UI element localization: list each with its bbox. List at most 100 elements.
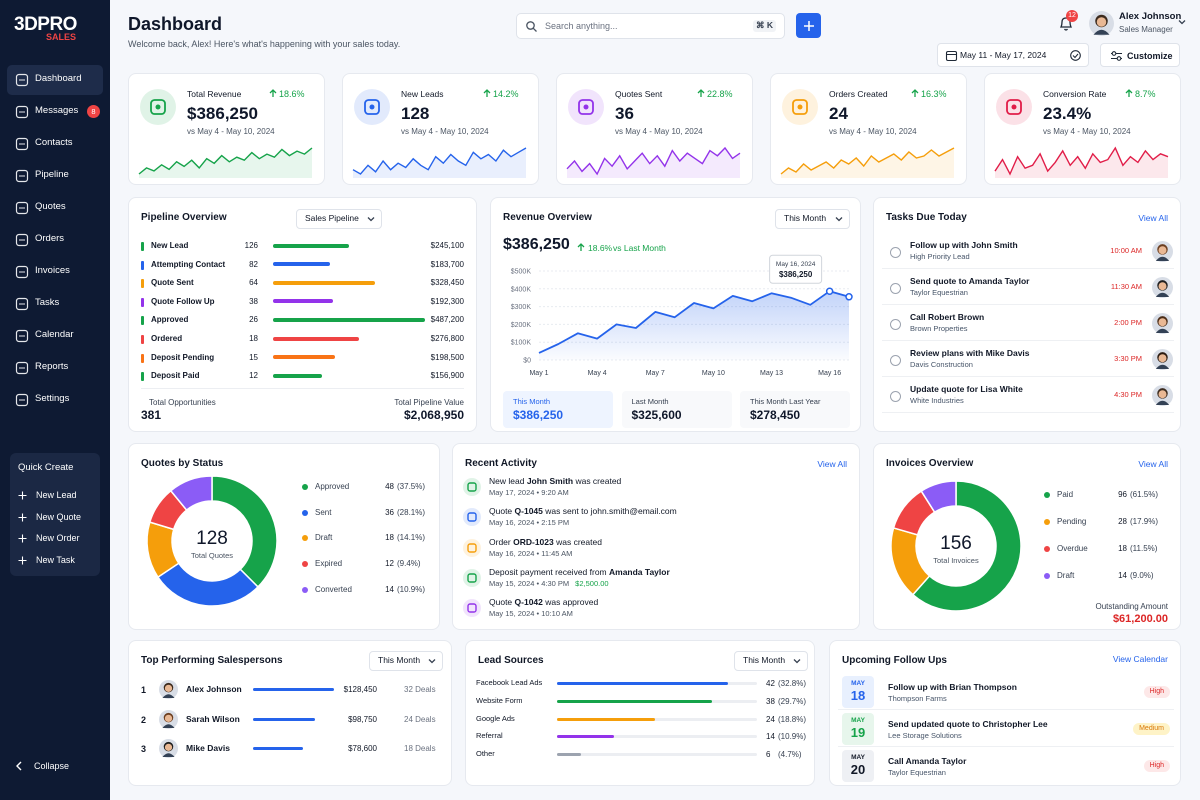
task-row[interactable]: Send quote to Amanda Taylor Taylor Equest… (882, 271, 1174, 305)
kpi-compare: vs May 4 - May 10, 2024 (615, 127, 703, 136)
date-range-picker[interactable]: May 11 - May 17, 2024 (937, 43, 1089, 67)
nav-item[interactable]: Messages 8 (7, 97, 103, 127)
source-count: 42 (766, 679, 775, 688)
link[interactable]: View All (817, 459, 847, 469)
x-tick-label: May 16 (818, 370, 841, 377)
up-arrow (911, 89, 919, 97)
y-tick-label: $300K (511, 304, 532, 311)
nav-item[interactable]: Settings (7, 385, 103, 415)
total-label: Total Opportunities (149, 398, 216, 407)
nav-item[interactable]: Calendar (7, 321, 103, 351)
search-shortcut: ⌘ K (753, 20, 776, 32)
nav-item[interactable]: Tasks (7, 289, 103, 319)
add-button[interactable] (796, 13, 821, 38)
link[interactable]: View Calendar (1112, 654, 1168, 664)
quick-create-label: New Lead (36, 490, 77, 500)
kpi-change: 18.6% (279, 89, 305, 99)
activity-text-part: Quote (489, 597, 515, 608)
dropdown[interactable]: This Month (369, 651, 443, 671)
task-row[interactable]: Review plans with Mike Davis Davis Constr… (882, 343, 1174, 377)
legend-dot (302, 535, 308, 542)
chevron-line (793, 659, 801, 664)
sparkline (138, 147, 313, 178)
dropdown[interactable]: This Month (775, 209, 850, 229)
activity-icon-bg (463, 478, 481, 496)
donut-center-label: Total Quotes (191, 551, 233, 560)
nav-item[interactable]: Contacts (7, 129, 103, 159)
nav-item[interactable]: Dashboard (7, 65, 103, 95)
avatar (1152, 241, 1173, 262)
collapse-button[interactable]: Collapse (8, 757, 98, 777)
followup-row[interactable]: MAY 18 Follow up with Brian Thompson Thomps… (838, 675, 1174, 710)
avatar-face (1158, 390, 1167, 399)
avatar-face (164, 684, 173, 692)
search-box[interactable]: Search anything... ⌘ K (516, 13, 785, 39)
kpi-icon-dot (369, 104, 375, 110)
followup-row[interactable]: MAY 20 Call Amanda Taylor Taylor Equestrian… (838, 749, 1174, 784)
nav-icon-shape (15, 329, 29, 343)
link[interactable]: View All (1138, 213, 1168, 223)
dropdown[interactable]: This Month (734, 651, 808, 671)
notifications[interactable]: 12 (1057, 10, 1079, 35)
nav-item[interactable]: Invoices (7, 257, 103, 287)
followup-title: Follow up with Brian Thompson (888, 682, 1017, 692)
avatar-body (1155, 364, 1170, 369)
task-title: Send quote to Amanda Taylor (910, 276, 1030, 286)
task-title: Call Robert Brown (910, 312, 985, 322)
revenue-card: Revenue Overview This Month $386,250 18.6% v… (490, 197, 861, 432)
plus-icon (18, 491, 27, 500)
task-row[interactable]: Update quote for Lisa White White Industr… (882, 379, 1174, 413)
quick-create-item[interactable]: New Task (10, 552, 100, 570)
quick-create-item[interactable]: New Quote (10, 509, 100, 527)
quick-create-item[interactable]: New Lead (10, 487, 100, 505)
sparkline (994, 146, 1169, 178)
nav-item[interactable]: Pipeline (7, 161, 103, 191)
kpi-value: 36 (615, 104, 634, 123)
revenue-chart: $0 $100K $200K $300K $400K $500K May 1 May 4 May… (511, 254, 853, 377)
stat-value: $278,450 (750, 408, 801, 422)
activity-icon-bg (463, 599, 481, 618)
task-subtitle: High Priority Lead (910, 252, 970, 261)
avatar (1152, 349, 1173, 370)
y-tick-label: $400K (511, 286, 532, 293)
dropdown[interactable]: Sales Pipeline (296, 209, 382, 229)
task-time: 2:00 PM (1114, 318, 1142, 327)
outstanding-label: Outstanding Amount (1095, 602, 1169, 611)
sidebar: 3DPRO SALES Dashboard Messages 8 Contacts Pipe… (0, 0, 110, 800)
chevron-line (428, 659, 436, 664)
date-day: 20 (850, 762, 866, 777)
revenue-total: $386,250 (503, 236, 570, 253)
nav-item[interactable]: Orders (7, 225, 103, 255)
salesperson-revenue: $128,450 (343, 685, 377, 694)
avatar (159, 680, 178, 699)
nav-item[interactable]: Quotes (7, 193, 103, 223)
legend-label: Draft (1057, 571, 1075, 580)
avatar-body (1155, 328, 1170, 333)
task-row[interactable]: Call Robert Brown Brown Properties 2:00 PM (882, 307, 1174, 341)
y-tick-label: $200K (511, 322, 532, 329)
tooltip (769, 254, 823, 284)
chevron-left (16, 761, 22, 771)
legend-percent: (37.5%) (397, 482, 426, 491)
link[interactable]: View All (1138, 459, 1168, 469)
customize-button[interactable]: Customize (1100, 43, 1180, 67)
nav-item[interactable]: Reports (7, 353, 103, 383)
stat-box: This Month $386,250 (503, 391, 613, 428)
avatar-body (162, 694, 175, 699)
handle (532, 27, 537, 32)
activity-date-line: May 15, 2024 • 10:10 AM (489, 609, 573, 618)
legend-percent: (61.5%) (1130, 490, 1159, 499)
task-subtitle: Davis Construction (910, 360, 973, 369)
task-row[interactable]: Follow up with John Smith High Priority L… (882, 235, 1174, 269)
quick-create-item[interactable]: New Order (10, 530, 100, 548)
kpi-icon (354, 89, 390, 125)
stage-marker (141, 316, 144, 326)
task-time: 10:00 AM (1110, 246, 1142, 255)
followup-row[interactable]: MAY 19 Send updated quote to Christopher L… (838, 712, 1174, 747)
stage-value: $156,900 (430, 371, 464, 381)
activity-date: May 15, 2024 • 10:10 AM (489, 609, 573, 619)
plus-icon (18, 534, 27, 543)
legend-value: 48 (385, 482, 394, 491)
stage-value: $487,200 (430, 315, 464, 325)
